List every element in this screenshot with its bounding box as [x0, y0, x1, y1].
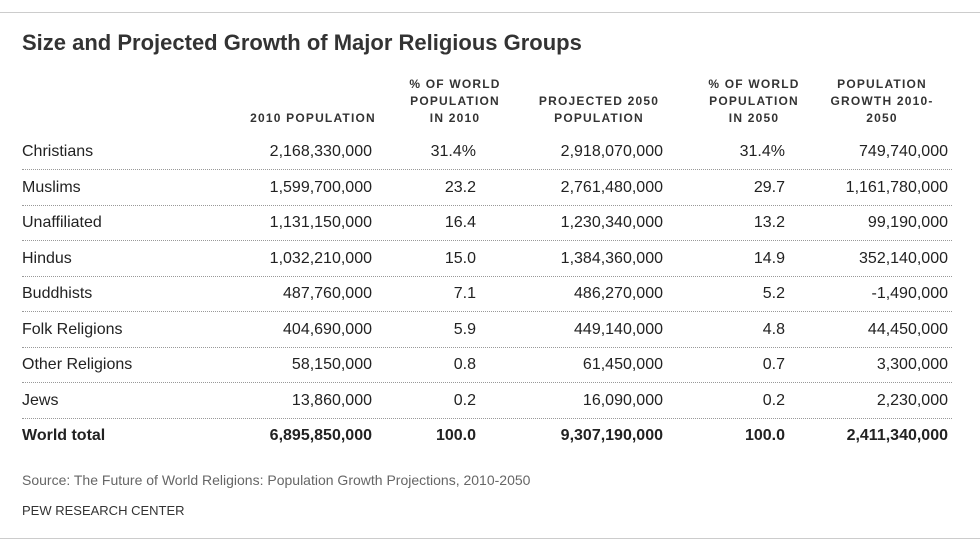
- cell: 4.8: [762, 320, 785, 338]
- row-label: World total: [22, 427, 106, 444]
- source: Source: The Future of World Religions: P…: [22, 472, 531, 488]
- cell: 14.9: [753, 249, 785, 267]
- row-label: Folk Religions: [22, 320, 123, 338]
- cell: 1,599,700,000: [269, 178, 372, 196]
- footer: PEW RESEARCH CENTER: [22, 503, 185, 518]
- column-header: 2050: [866, 111, 898, 125]
- column-header: POPULATION: [554, 111, 644, 125]
- cell: 31.4%: [739, 143, 785, 160]
- cell: 23.2: [444, 178, 476, 196]
- cell: 0.2: [453, 391, 476, 409]
- row-label: Christians: [22, 143, 94, 160]
- column-header: POPULATION: [837, 77, 927, 91]
- cell: 29.7: [753, 178, 785, 196]
- row-separator: [22, 346, 952, 348]
- cell: 6,895,850,000: [269, 427, 372, 444]
- cell: 2,230,000: [876, 391, 948, 409]
- cell: 99,190,000: [867, 214, 948, 231]
- row-label: Unaffiliated: [22, 214, 102, 231]
- cell: 2,918,070,000: [560, 143, 663, 160]
- cell: 487,760,000: [283, 285, 372, 302]
- row-label: Jews: [22, 391, 59, 409]
- column-header: IN 2050: [728, 111, 780, 125]
- cell: 9,307,190,000: [560, 427, 663, 444]
- cell: 31.4%: [430, 143, 476, 160]
- cell: 1,131,150,000: [269, 214, 372, 231]
- cell: 0.2: [762, 391, 785, 409]
- cell: -1,490,000: [871, 285, 948, 302]
- cell: 352,140,000: [859, 249, 948, 267]
- row-separator: [22, 275, 952, 277]
- cell: 449,140,000: [574, 320, 663, 338]
- bottom-rule: [0, 538, 980, 539]
- row-label: Muslims: [22, 178, 81, 196]
- cell: 7.1: [453, 285, 476, 302]
- cell: 404,690,000: [283, 320, 372, 338]
- row-separator: [22, 382, 952, 383]
- cell: 100.0: [435, 427, 476, 444]
- cell: 100.0: [744, 427, 785, 444]
- cell: 61,450,000: [582, 356, 663, 373]
- column-header: GROWTH 2010-: [830, 94, 934, 108]
- cell: 58,150,000: [291, 356, 372, 373]
- cell: 13.2: [753, 214, 785, 231]
- column-header: % OF WORLD: [708, 77, 800, 91]
- row-separator: [22, 169, 952, 170]
- title: Size and Projected Growth of Major Relig…: [22, 30, 582, 55]
- cell: 2,411,340,000: [846, 427, 948, 444]
- cell: 0.8: [453, 356, 476, 373]
- cell: 16.4: [444, 214, 476, 231]
- cell: 16,090,000: [582, 391, 663, 409]
- cell: 749,740,000: [859, 143, 948, 160]
- column-header: IN 2010: [429, 111, 481, 125]
- cell: 1,384,360,000: [560, 249, 663, 267]
- cell: 13,860,000: [291, 391, 372, 409]
- cell: 486,270,000: [574, 285, 663, 302]
- cell: 5.9: [453, 320, 476, 338]
- row-separator: [22, 204, 952, 206]
- top-rule: [0, 12, 980, 13]
- row-label: Buddhists: [22, 285, 93, 302]
- cell: 0.7: [762, 356, 785, 373]
- cell: 1,032,210,000: [269, 249, 372, 267]
- cell: 44,450,000: [867, 320, 948, 338]
- cell: 1,230,340,000: [560, 214, 663, 231]
- cell: 3,300,000: [876, 356, 948, 373]
- cell: 15.0: [444, 249, 476, 267]
- column-header: PROJECTED 2050: [538, 94, 660, 108]
- column-header: % OF WORLD: [409, 77, 501, 91]
- row-separator: [22, 311, 952, 312]
- cell: 1,161,780,000: [845, 178, 948, 196]
- column-header: POPULATION: [410, 94, 500, 108]
- cell: 2,761,480,000: [560, 178, 663, 196]
- row-separator: [22, 240, 952, 241]
- column-header: POPULATION: [709, 94, 799, 108]
- cell: 5.2: [762, 285, 785, 302]
- cell: 2,168,330,000: [269, 143, 372, 160]
- column-header: 2010 POPULATION: [250, 111, 376, 125]
- row-separator: [22, 417, 952, 419]
- row-label: Other Religions: [22, 356, 133, 373]
- row-label: Hindus: [22, 249, 72, 267]
